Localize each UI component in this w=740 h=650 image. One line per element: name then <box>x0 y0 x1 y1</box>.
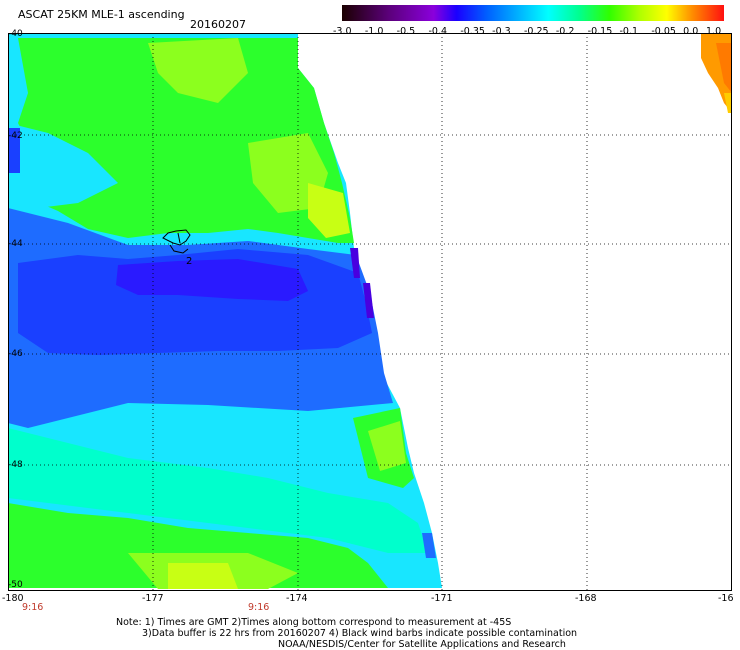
lat-label-42: -42 <box>8 131 23 141</box>
lat-label-46: -46 <box>8 349 23 359</box>
swath-purple-edge-2 <box>363 283 374 318</box>
time-label-1: 9:16 <box>22 602 44 613</box>
product-date: 20160207 <box>190 18 246 31</box>
colorbar-label: -0.3 <box>492 26 511 37</box>
swath-north-lime-1 <box>148 38 248 103</box>
colorbar-label: 1.0 <box>706 26 722 37</box>
colorbar <box>342 5 724 21</box>
colorbar-label: -0.05 <box>651 26 676 37</box>
swath-purple-edge-1 <box>350 248 360 278</box>
colorbar-label: -0.5 <box>396 26 416 37</box>
colorbar-gradient <box>342 5 724 21</box>
footer-note-2: 3)Data buffer is 22 hrs from 20160207 4)… <box>142 628 578 639</box>
lon-label-171: -171 <box>431 593 453 604</box>
wind-barb-cluster <box>162 229 191 254</box>
lon-label-174: -174 <box>286 593 308 604</box>
map-frame <box>8 33 732 591</box>
lat-label-44: -44 <box>8 239 23 249</box>
swath-south-green <box>8 503 388 588</box>
colorbar-label: -0.35 <box>460 26 485 37</box>
colorbar-label: -0.25 <box>524 26 549 37</box>
swath-south-yellowgreen <box>168 563 238 589</box>
lat-label-40: -40 <box>8 29 23 39</box>
swath-ne-fragment-dark <box>716 43 732 93</box>
lon-label-180: -180 <box>2 593 24 604</box>
time-label-2: 9:16 <box>248 602 270 613</box>
lon-label-177: -177 <box>142 593 164 604</box>
swath-north-yellowgreen <box>308 183 350 238</box>
colorbar-label: 0.0 <box>683 26 699 37</box>
product-title: ASCAT 25KM MLE-1 ascending <box>18 8 185 21</box>
footer-note-3: NOAA/NESDIS/Center for Satellite Applica… <box>278 639 566 650</box>
swath-se-blue-edge <box>422 533 436 558</box>
colorbar-label: -3.0 <box>333 26 352 37</box>
colorbar-label: -0.2 <box>555 26 575 37</box>
storm-marker-label: 2 <box>186 256 193 267</box>
swath-east-lime <box>368 421 406 471</box>
swath-south-aqua <box>8 428 428 553</box>
swath-west-blue-edge <box>8 128 20 173</box>
colorbar-label: -0.4 <box>428 26 448 37</box>
swath-ne-fragment-tip <box>724 93 732 113</box>
footer-note-1: Note: 1) Times are GMT 2)Times along bot… <box>116 617 512 628</box>
lat-label-48: -48 <box>8 460 23 470</box>
swath-north-cyan <box>8 123 118 208</box>
map-plot <box>8 33 732 591</box>
colorbar-label: -0.1 <box>619 26 639 37</box>
lon-label-165: -16 <box>718 593 734 604</box>
lat-label-50: -50 <box>8 580 23 590</box>
colorbar-label: -0.15 <box>587 26 613 37</box>
lat-lon-grid <box>8 33 732 591</box>
swath-dark-blue-core <box>116 259 308 301</box>
wind-swath <box>8 33 732 589</box>
lon-label-168: -168 <box>575 593 597 604</box>
colorbar-label: -1.0 <box>364 26 384 37</box>
